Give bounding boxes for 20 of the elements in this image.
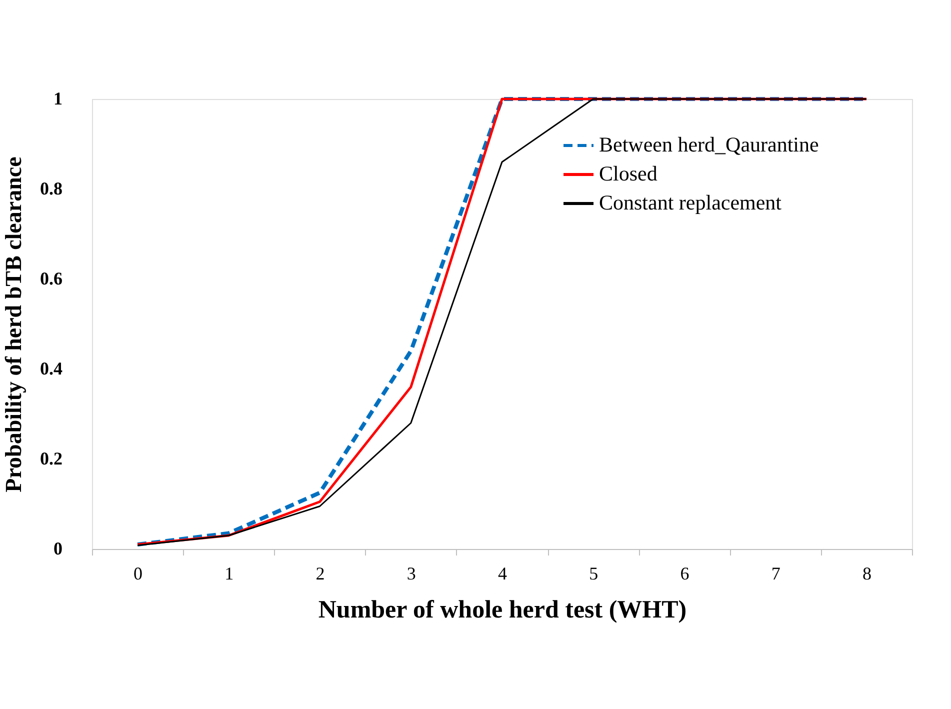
legend-label: Between herd_Qaurantine [599, 132, 819, 156]
x-tick-label: 2 [316, 564, 325, 584]
x-tick-label: 3 [406, 564, 416, 584]
y-tick-label: 0.2 [40, 448, 62, 468]
x-tick-label: 1 [224, 564, 234, 584]
y-axis-title: Probability of herd bTB clearance [1, 156, 26, 492]
x-axis-title: Number of whole herd test (WHT) [318, 596, 687, 624]
legend-label: Constant replacement [599, 190, 782, 214]
legend-label: Closed [599, 162, 658, 186]
x-tick-label: 8 [862, 564, 872, 584]
x-tick-label: 6 [680, 564, 690, 584]
y-tick-label: 0 [54, 538, 62, 558]
y-tick-label: 0.8 [40, 178, 62, 198]
x-tick-label: 7 [771, 564, 780, 584]
y-tick-label: 0.6 [40, 268, 62, 288]
y-tick-label: 0.4 [40, 358, 62, 378]
y-tick-label: 1 [54, 88, 62, 108]
x-tick-label: 0 [134, 564, 143, 584]
x-tick-label: 4 [498, 564, 507, 584]
x-tick-label: 5 [589, 564, 598, 584]
